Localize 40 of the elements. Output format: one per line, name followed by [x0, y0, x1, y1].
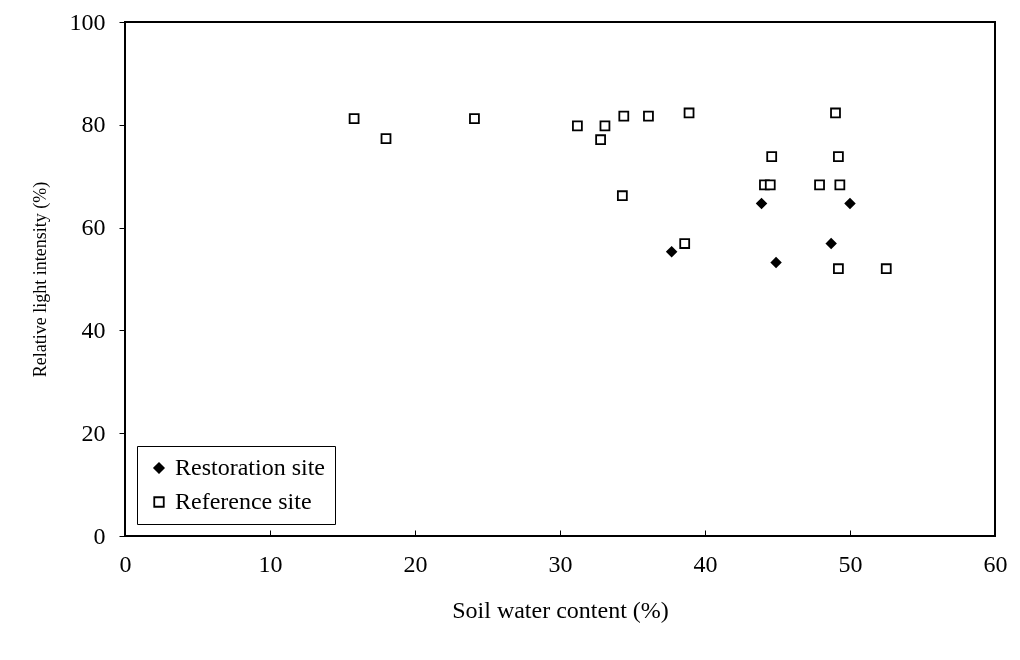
x-tick-label: 10 [258, 550, 283, 577]
legend-label: Restoration site [175, 454, 325, 480]
y-tick-label: 100 [69, 8, 106, 35]
point [679, 238, 691, 249]
x-tick-label: 20 [403, 550, 428, 577]
x-tick-label: 0 [119, 550, 132, 577]
point [618, 110, 630, 122]
y-axis-title: Relative light intensity (%) [29, 181, 51, 378]
point [666, 246, 678, 258]
point [880, 263, 892, 275]
legend-label: Reference site [175, 488, 312, 514]
y-tick-label: 0 [93, 522, 106, 549]
y-tick-label: 60 [81, 214, 106, 241]
point [833, 263, 844, 275]
x-tick-label: 60 [983, 550, 1008, 577]
point [599, 120, 611, 132]
point [595, 134, 606, 146]
point [643, 110, 654, 122]
point [770, 257, 782, 268]
point [348, 113, 360, 124]
y-tick-label: 20 [81, 419, 106, 446]
x-tick-label: 40 [693, 550, 718, 577]
x-tick-label: 50 [838, 550, 863, 577]
point [380, 133, 392, 145]
point [766, 151, 778, 163]
point [764, 179, 776, 191]
point [825, 238, 837, 249]
point [830, 107, 841, 119]
point [572, 120, 583, 132]
y-tick-label: 80 [81, 111, 106, 138]
point [469, 113, 480, 124]
x-axis-title: Soil water content (%) [452, 596, 669, 623]
point [834, 179, 846, 191]
point [814, 179, 825, 191]
point [833, 151, 844, 163]
x-tick-label: 30 [548, 550, 573, 577]
point [756, 198, 767, 209]
y-tick-label: 40 [81, 316, 106, 343]
point [616, 190, 628, 202]
point [844, 198, 856, 209]
